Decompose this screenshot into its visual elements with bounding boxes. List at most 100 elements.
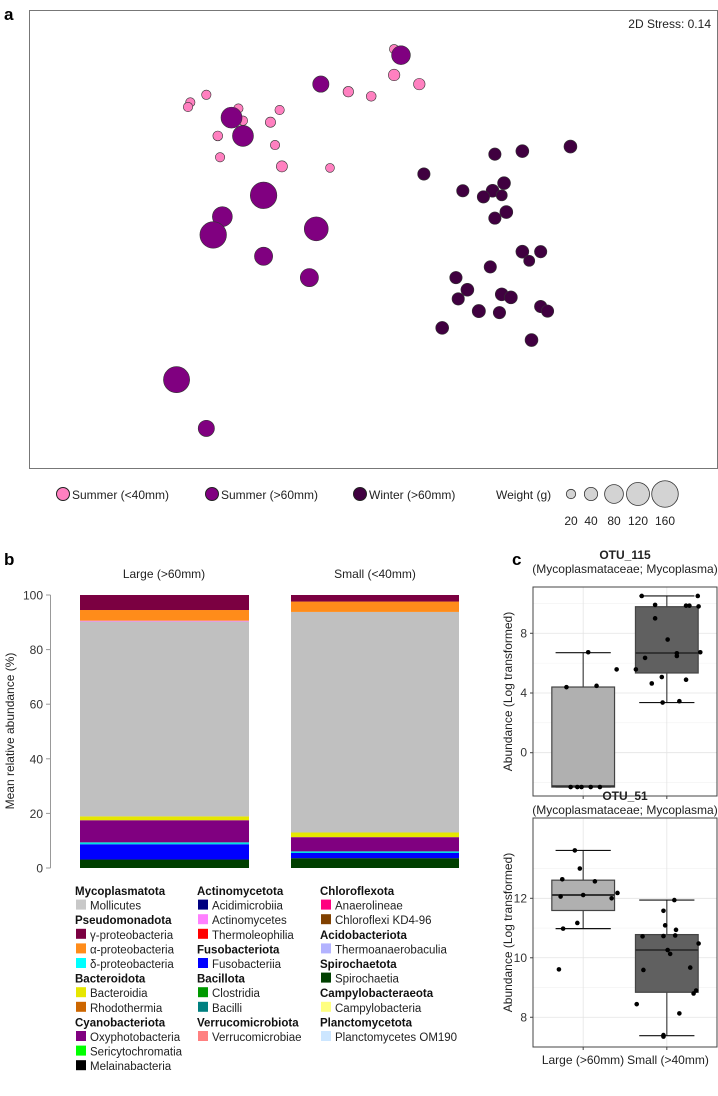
weight-legend-value: 120 — [628, 514, 648, 528]
legend-color-swatch-icon — [76, 1001, 86, 1012]
legend-color-swatch-icon — [321, 1031, 331, 1041]
box-data-point — [683, 677, 689, 683]
box-y-tick-label: 8 — [520, 1010, 527, 1024]
box-data-point — [592, 879, 598, 884]
nmds-point — [270, 140, 281, 151]
bar-segment — [80, 620, 249, 622]
legend-class-label: Clostridia — [212, 988, 261, 1000]
nmds-point — [488, 147, 502, 161]
box-data-point — [665, 637, 670, 642]
legend-class-label: α-proteobacteria — [90, 944, 175, 956]
box-y-tick-label: 0 — [520, 746, 527, 760]
box-y-tick-label: 4 — [520, 686, 527, 700]
box-y-axis-label: Abundance (Log transformed) — [501, 612, 515, 771]
legend-class-label: Melainabacteria — [90, 1061, 172, 1073]
legend-class-label: δ-proteobacteria — [90, 959, 174, 971]
nmds-point — [476, 190, 490, 204]
nmds-point — [342, 86, 354, 98]
legend-class-label: Spirochaetia — [335, 974, 400, 986]
boxplot-0: OTU_115(Mycoplasmataceae; Mycoplasma) 0 4 8… — [501, 548, 718, 799]
nmds-point — [541, 304, 555, 318]
legend-phylum-heading: Spirochaetota — [320, 959, 397, 971]
panel-label-a: a — [4, 5, 14, 24]
box-data-point — [697, 649, 703, 655]
box-data-point — [575, 920, 580, 926]
nmds-point — [265, 116, 276, 128]
box-data-point — [614, 667, 619, 672]
nmds-point — [460, 282, 475, 297]
nmds-point — [254, 246, 273, 266]
legend-class-label: Bacteroidia — [90, 988, 148, 1000]
legend-phylum-heading: Pseudomonadota — [75, 915, 172, 927]
nmds-point — [524, 333, 539, 347]
nmds-point — [212, 130, 224, 142]
legend-color-swatch-icon — [321, 1001, 331, 1012]
legend-label: Summer (>60mm) — [221, 488, 318, 502]
legend-phylum-heading: Mycoplasmatota — [75, 886, 166, 898]
bar-segment — [291, 832, 459, 838]
legend-color-swatch-icon — [198, 1001, 208, 1012]
nmds-plot-frame — [29, 10, 718, 469]
nmds-point — [451, 292, 465, 306]
weight-legend-title: Weight (g) — [496, 488, 551, 502]
legend-label: Winter (>60mm) — [369, 488, 455, 502]
box-data-point — [559, 876, 565, 882]
panel-c-boxplots: c OTU_115(Mycoplasmataceae; Mycoplasma)0… — [501, 548, 718, 1067]
box-data-point — [696, 604, 701, 609]
nmds-point — [449, 271, 463, 285]
box-iqr — [634, 933, 699, 993]
boxplot-1: OTU_51(Mycoplasmataceae; Mycoplasma) 8 10 1… — [501, 789, 718, 1050]
box-data-point — [683, 603, 689, 608]
legend-color-swatch-icon — [76, 1045, 86, 1056]
legend-color-swatch-icon — [76, 943, 86, 954]
nmds-points — [163, 44, 578, 437]
box-data-point — [640, 934, 645, 939]
stress-label: 2D Stress: 0.14 — [628, 17, 711, 31]
box-data-point — [575, 784, 580, 790]
bar-y-tick-label: 0 — [36, 862, 43, 876]
legend-phylum-heading: Campylobacteraeota — [320, 988, 434, 1000]
bar-segment — [291, 851, 459, 853]
legend-class-label: Verrucomicrobiae — [212, 1032, 301, 1044]
box-data-point — [633, 667, 639, 672]
box-data-point — [659, 674, 665, 680]
bar-y-tick-label: 80 — [30, 643, 44, 657]
legend-color-swatch-icon — [76, 987, 86, 998]
bar-y-tick-label: 60 — [30, 698, 44, 712]
boxplot-panel — [533, 818, 717, 1047]
boxplot-subtitle: (Mycoplasmataceae; Mycoplasma) — [532, 562, 717, 576]
nmds-point — [388, 68, 401, 82]
weight-legend-value: 40 — [584, 514, 598, 528]
nmds-point — [483, 260, 497, 274]
box-data-point — [661, 933, 666, 939]
bar-segment — [291, 601, 459, 612]
weight-legend-value: 20 — [564, 514, 578, 528]
boxplot-title: OTU_51 — [602, 789, 648, 803]
box-iqr — [551, 686, 616, 788]
nmds-point — [274, 105, 285, 116]
box-data-point — [687, 965, 693, 970]
legend-swatch-icon — [353, 487, 367, 501]
panel-b-stacked-bar: b Large (>60mm) Small (<40mm) Mean relat… — [3, 550, 459, 1073]
bar-segment — [291, 837, 459, 852]
box-y-axis-label: Abundance (Log transformed) — [501, 853, 515, 1012]
bar-segment — [80, 820, 249, 843]
nmds-point — [456, 184, 470, 198]
legend-color-swatch-icon — [198, 987, 208, 998]
box-data-point — [691, 991, 696, 996]
nmds-point — [197, 419, 215, 437]
nmds-point — [312, 75, 330, 93]
bar-legend: Mycoplasmatota Mollicutes Pseudomonadota γ-… — [75, 886, 457, 1073]
box-data-point — [572, 848, 578, 853]
nmds-point — [504, 290, 518, 305]
box-data-point — [695, 593, 701, 599]
box-data-point — [588, 784, 594, 790]
box-data-point — [594, 683, 599, 689]
bar-stacks — [80, 595, 459, 868]
legend-color-swatch-icon — [76, 899, 86, 910]
weight-legend-value: 160 — [655, 514, 675, 528]
bar-segment — [80, 621, 249, 817]
box-data-point — [687, 603, 692, 608]
legend-phylum-heading: Acidobacteriota — [320, 930, 408, 942]
legend-class-label: Bacilli — [212, 1003, 242, 1015]
